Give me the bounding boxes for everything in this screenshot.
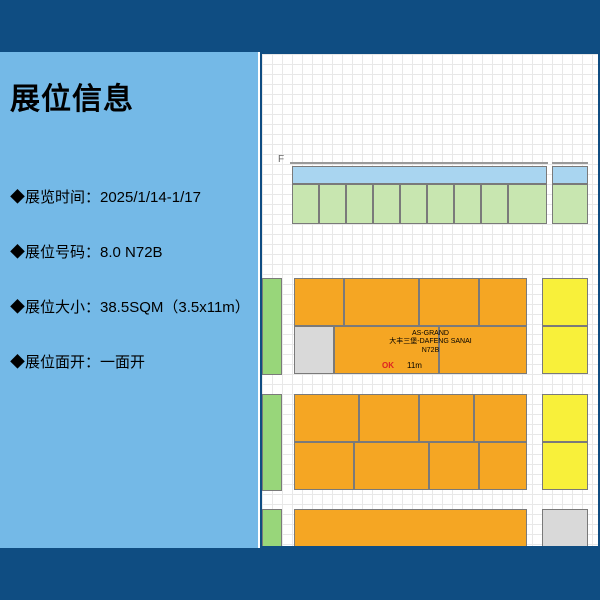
info-line-2: ◆展位号码：8.0 N72B	[10, 241, 252, 262]
wall-segment	[290, 162, 548, 164]
info-panel: 展位信息 ◆展览时间：2025/1/14-1/17 ◆展位号码：8.0 N72B…	[0, 52, 260, 548]
booth	[419, 394, 474, 442]
corridor-label: F	[278, 154, 284, 165]
booth-highlight	[294, 326, 334, 374]
booth	[508, 184, 547, 224]
booth	[294, 509, 527, 547]
booth	[481, 184, 508, 224]
booth	[294, 394, 359, 442]
booth	[419, 278, 479, 326]
highlight-booth-label: AS-GRAND大丰三堡-DAFENG SANAIN72B	[334, 330, 527, 355]
booth	[319, 184, 346, 224]
booth	[292, 184, 319, 224]
highlight-dim-label: 11m	[407, 361, 422, 370]
booth	[359, 394, 419, 442]
booth	[552, 184, 588, 224]
wall-segment	[552, 162, 588, 164]
floorplan-container: F AS-GRAND大丰三堡-DAFENG SANAIN72B OK 11m	[260, 52, 600, 548]
booth	[294, 278, 344, 326]
booth	[400, 184, 427, 224]
info-title: 展位信息	[10, 74, 252, 118]
booth	[479, 278, 527, 326]
booth	[542, 509, 588, 547]
booth	[346, 184, 373, 224]
booth	[292, 166, 547, 184]
booth	[262, 394, 282, 491]
main-area: 展位信息 ◆展览时间：2025/1/14-1/17 ◆展位号码：8.0 N72B…	[0, 52, 600, 548]
booth	[373, 184, 400, 224]
booth	[262, 278, 282, 375]
booth	[454, 184, 481, 224]
booth	[542, 326, 588, 374]
booth	[429, 442, 479, 490]
top-bar	[0, 0, 600, 52]
booth	[294, 442, 354, 490]
bottom-bar	[0, 548, 600, 600]
info-line-3: ◆展位大小：38.5SQM（3.5x11m）	[10, 296, 252, 317]
booth	[542, 442, 588, 490]
highlight-ok-label: OK	[382, 361, 394, 370]
info-line-1: ◆展览时间：2025/1/14-1/17	[10, 186, 252, 207]
booth	[474, 394, 527, 442]
booth	[354, 442, 429, 490]
booth	[344, 278, 419, 326]
booth	[262, 509, 282, 548]
booth	[542, 394, 588, 442]
booth	[542, 278, 588, 326]
info-line-4: ◆展位面开：一面开	[10, 351, 252, 372]
booth	[552, 166, 588, 184]
floorplan: F AS-GRAND大丰三堡-DAFENG SANAIN72B OK 11m	[262, 54, 598, 546]
booth	[479, 442, 527, 490]
booth	[427, 184, 454, 224]
